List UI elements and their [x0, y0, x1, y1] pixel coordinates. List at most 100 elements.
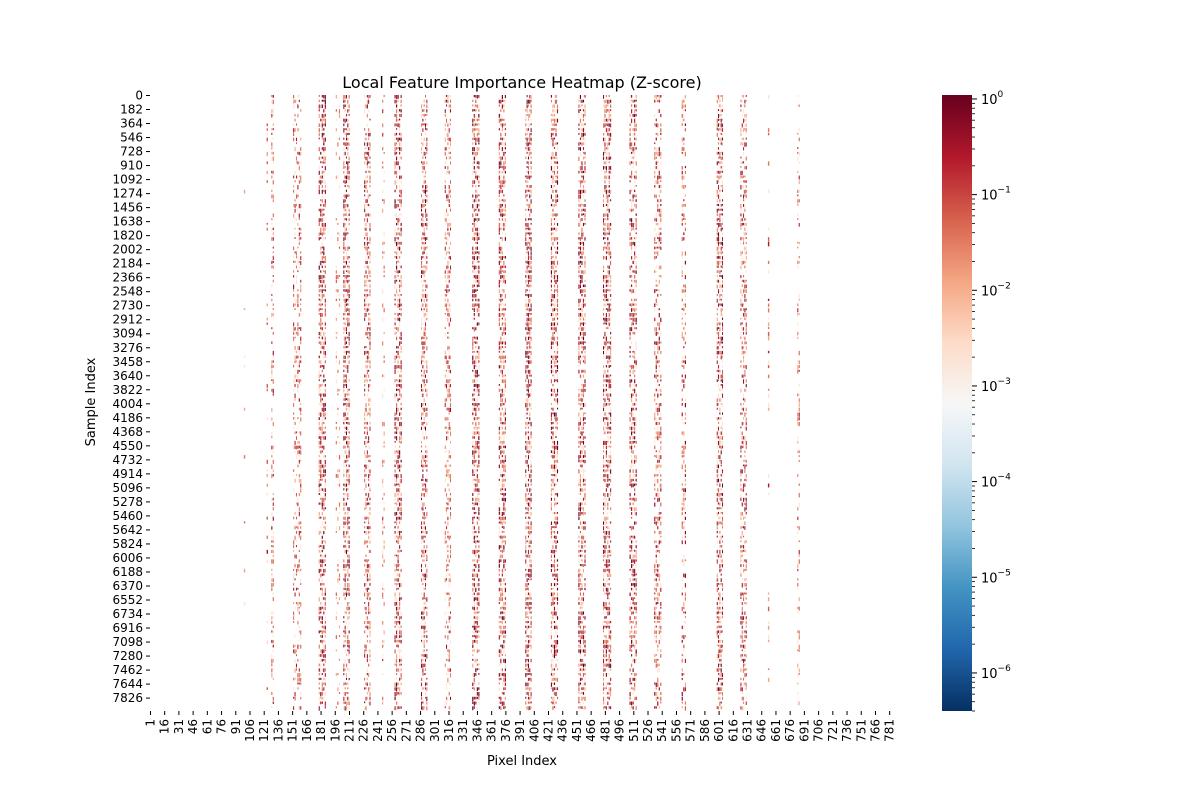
- heatmap-cell: [348, 208, 350, 212]
- heatmap-cell: [297, 175, 299, 179]
- heatmap-cell: [478, 360, 480, 363]
- heatmap-cell: [396, 241, 398, 247]
- heatmap-cell: [501, 289, 503, 292]
- heatmap-cell: [529, 502, 531, 507]
- heatmap-cell: [344, 398, 346, 401]
- heatmap-cell: [423, 521, 425, 525]
- heatmap-cell: [498, 279, 500, 285]
- heatmap-cell: [421, 123, 423, 127]
- heatmap-cell: [529, 374, 531, 377]
- heatmap-cell: [397, 218, 399, 223]
- heatmap-cell: [450, 597, 452, 600]
- heatmap-cell: [345, 194, 347, 199]
- heatmap-cell: [473, 109, 475, 112]
- heatmap-cell: [366, 166, 368, 169]
- heatmap-cell: [368, 530, 370, 534]
- heatmap-cell: [364, 701, 366, 704]
- heatmap-cell: [396, 706, 398, 711]
- heatmap-cell: [446, 289, 448, 293]
- heatmap-cell: [397, 275, 399, 277]
- heatmap-cell: [323, 530, 325, 535]
- heatmap-cell: [298, 312, 300, 317]
- heatmap-cell: [552, 227, 554, 231]
- heatmap-cell: [324, 270, 326, 274]
- heatmap-cell: [503, 474, 505, 477]
- heatmap-cell: [446, 237, 448, 240]
- heatmap-cell: [318, 706, 320, 711]
- heatmap-cell: [500, 421, 502, 424]
- heatmap-cell: [266, 384, 268, 388]
- heatmap-cell: [294, 696, 296, 701]
- heatmap-cell: [422, 706, 424, 711]
- heatmap-cell: [348, 706, 350, 711]
- heatmap-cell: [364, 384, 366, 387]
- heatmap-cell: [423, 232, 425, 236]
- heatmap-cell: [550, 289, 553, 291]
- heatmap-cell: [553, 137, 556, 140]
- heatmap-cell: [368, 464, 370, 469]
- heatmap-cell: [345, 673, 347, 677]
- heatmap-cell: [293, 426, 295, 429]
- heatmap-cell: [364, 625, 366, 628]
- heatmap-cell: [347, 151, 349, 156]
- heatmap-cell: [348, 327, 350, 330]
- heatmap-cell: [368, 369, 370, 372]
- heatmap-cell: [553, 237, 556, 242]
- heatmap-cell: [476, 336, 478, 340]
- heatmap-cell: [448, 123, 450, 126]
- heatmap-cell: [550, 251, 553, 255]
- heatmap-cell: [425, 606, 427, 609]
- heatmap-cell: [530, 564, 532, 568]
- heatmap-cell: [298, 398, 300, 402]
- heatmap-cell: [526, 246, 528, 251]
- heatmap-cell: [394, 166, 396, 170]
- heatmap-cell: [271, 620, 273, 624]
- heatmap-cell: [472, 227, 474, 233]
- heatmap-cell: [448, 706, 450, 710]
- heatmap-cell: [527, 365, 529, 368]
- heatmap-cell: [348, 440, 350, 445]
- heatmap-cell: [324, 658, 326, 664]
- heatmap-cell: [294, 450, 296, 453]
- heatmap-cell: [321, 403, 323, 406]
- heatmap-cell: [338, 502, 341, 507]
- heatmap-cell: [323, 455, 325, 458]
- heatmap-cell: [552, 123, 554, 126]
- heatmap-cell: [478, 147, 480, 151]
- heatmap-cell: [343, 692, 345, 696]
- heatmap-cell: [399, 687, 401, 692]
- heatmap-cell: [425, 246, 427, 251]
- heatmap-cell: [396, 616, 398, 619]
- heatmap-cell: [503, 104, 505, 108]
- heatmap-cell: [446, 573, 448, 576]
- heatmap-cell: [348, 455, 350, 458]
- heatmap-cell: [394, 602, 396, 606]
- heatmap-cell: [320, 260, 322, 266]
- heatmap-cell: [298, 232, 300, 237]
- heatmap-cell: [503, 331, 505, 335]
- heatmap-cell: [343, 260, 345, 263]
- heatmap-cell: [553, 355, 556, 358]
- heatmap-cell: [527, 322, 529, 327]
- heatmap-cell: [365, 455, 367, 458]
- heatmap-cell: [324, 677, 326, 681]
- heatmap-cell: [369, 564, 371, 569]
- heatmap-cell: [527, 549, 529, 555]
- heatmap-cell: [475, 658, 477, 663]
- heatmap-cell: [397, 222, 399, 226]
- heatmap-cell: [343, 99, 345, 104]
- heatmap-cell: [321, 185, 323, 188]
- heatmap-cell: [525, 194, 527, 199]
- heatmap-cell: [501, 398, 503, 403]
- heatmap-cell: [345, 203, 347, 207]
- heatmap-cell: [526, 616, 528, 618]
- heatmap-cell: [498, 232, 500, 235]
- heatmap-cell: [396, 677, 398, 681]
- heatmap-cell: [323, 554, 325, 559]
- heatmap-cell: [530, 431, 532, 436]
- heatmap-cell: [343, 298, 345, 301]
- heatmap-cell: [444, 123, 446, 127]
- heatmap-cell: [343, 497, 345, 501]
- heatmap-cell: [475, 232, 477, 235]
- heatmap-cell: [525, 232, 527, 237]
